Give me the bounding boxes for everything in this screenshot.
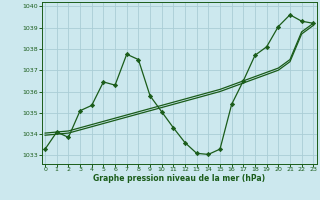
X-axis label: Graphe pression niveau de la mer (hPa): Graphe pression niveau de la mer (hPa) xyxy=(93,174,265,183)
